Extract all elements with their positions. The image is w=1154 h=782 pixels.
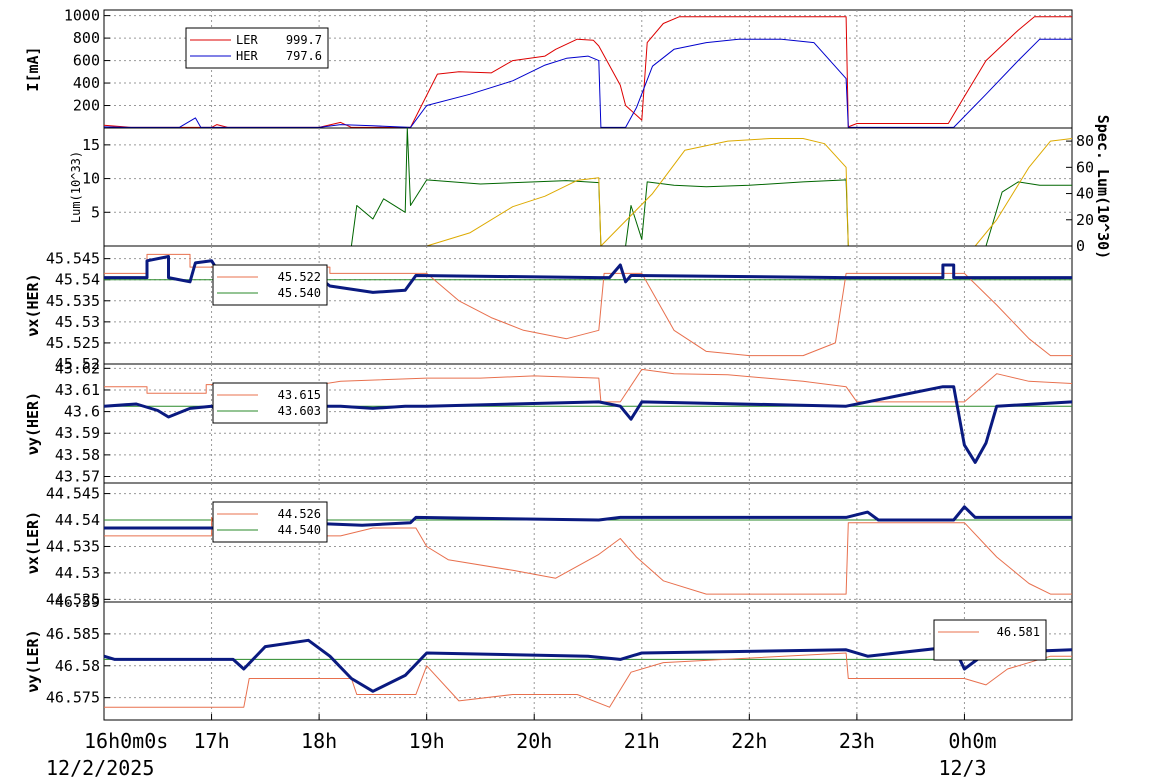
y-tick-label: 45.54 [55,271,100,289]
series-her [103,38,1072,128]
y-tick-label: 43.6 [64,403,100,421]
y-tick-label: 43.61 [55,381,100,399]
series-spec-lum [426,138,1073,247]
y-tick-label: 44.545 [46,485,100,503]
panel-current: 200 400 600 800 1000 I[mA] LER 999.7 HER 797.6 [24,7,1073,129]
legend-box [212,264,328,306]
y-tick-label: 45.545 [46,250,100,268]
y-tick-label: 200 [73,97,100,115]
right-tick-label: 40 [1076,185,1094,203]
y-tick-label: 45.525 [46,334,100,352]
legend-name: LER [236,33,258,47]
y-tick-label: 5 [91,203,100,221]
y-tick-label: 800 [73,29,100,47]
right-tick-label: 0 [1076,237,1085,255]
y-axis-label: Lum(10^33) [69,151,83,223]
panel-nux_her: 45.52 45.525 45.53 45.535 45.54 45.545νx(HER)… [24,245,1073,373]
legend-name: HER [236,49,258,63]
y-tick-label: 44.53 [55,564,100,582]
y-tick-label: 46.575 [46,689,100,707]
x-tick-label: 23h [839,729,875,753]
y-axis-label: νy(LER) [24,629,42,692]
legend: LER 999.7 HER 797.6 [185,27,329,69]
panel-nuy_ler: 46.575 46.58 46.585 46.59 νy(LER) 46.581 [24,593,1073,721]
y-tick-label: 600 [73,52,100,70]
y-tick-label: 43.57 [55,468,100,486]
series-measured [104,255,1072,294]
series-lum [319,127,1072,247]
right-tick-label: 80 [1076,132,1094,150]
x-tick-label: 16h0m0s [84,729,168,753]
panel-frame [103,127,1073,247]
x-date-label: 12/3 [938,756,986,780]
y-tick-label: 400 [73,74,100,92]
panel-frame [103,601,1073,721]
series-model [104,652,1072,708]
legend-value: 43.603 [278,404,321,418]
series-ler [103,16,1072,128]
y-tick-label: 43.58 [55,446,100,464]
y-axis-label: νx(LER) [24,511,42,574]
y-tick-label: 45.52 [55,355,100,373]
y-tick-label: 44.525 [46,590,100,608]
x-tick-label: 18h [301,729,337,753]
legend-box [185,27,329,69]
y-tick-label: 46.585 [46,625,100,643]
y-tick-label: 43.59 [55,424,100,442]
legend-box [933,619,1047,661]
right-axis-label: Spec. Lum(10^30) [1094,115,1112,260]
y-axis-label: νy(HER) [24,392,42,455]
y-tick-label: 45.53 [55,313,100,331]
legend: 45.522 45.540 [212,264,328,306]
y-tick-label: 1000 [64,7,100,25]
y-tick-label: 15 [82,136,100,154]
legend: 46.581 [933,619,1047,661]
legend-value: 999.7 [286,33,322,47]
x-tick-label: 17h [193,729,229,753]
x-tick-label: 0h0m [948,729,996,753]
legend-box [212,501,328,543]
legend: 43.615 43.603 [212,382,328,424]
legend-value: 44.540 [278,523,321,537]
y-tick-label: 45.535 [46,292,100,310]
legend-value: 45.540 [278,286,321,300]
y-tick-label: 43.62 [55,359,100,377]
y-tick-label: 44.535 [46,537,100,555]
x-tick-label: 22h [731,729,767,753]
x-date-label: 12/2/2025 [46,756,154,780]
y-tick-label: 46.59 [55,593,100,611]
legend-value: 46.581 [997,625,1040,639]
series-measured [103,385,1073,464]
right-tick-label: 20 [1076,211,1094,229]
legend-box [212,382,328,424]
x-tick-label: 19h [409,729,445,753]
y-tick-label: 10 [82,170,100,188]
legend: 44.526 44.540 [212,501,328,543]
legend-value: 797.6 [286,49,322,63]
y-tick-label: 46.58 [55,657,100,675]
x-tick-label: 20h [516,729,552,753]
x-tick-label: 21h [624,729,660,753]
y-axis-label: νx(HER) [24,273,42,336]
legend-value: 44.526 [278,507,321,521]
y-tick-label: 44.54 [55,511,100,529]
legend-value: 43.615 [278,388,321,402]
y-axis-label: I[mA] [24,46,42,91]
panel-nuy_her: 43.57 43.58 43.59 43.6 43.61 43.62 νy(HER) 43.6… [24,359,1073,486]
legend-value: 45.522 [278,270,321,284]
right-tick-label: 60 [1076,158,1094,176]
